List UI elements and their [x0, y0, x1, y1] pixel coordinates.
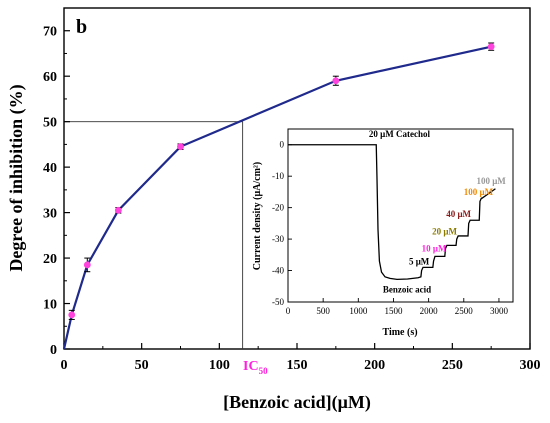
inset-y-tick-label: -30	[272, 234, 284, 244]
inset-series-line	[288, 144, 496, 281]
main-x-tick-label: 200	[364, 358, 385, 373]
inset-y-tick-label: -40	[272, 266, 284, 276]
inset-y-tick-label: 0	[280, 140, 285, 150]
data-point	[487, 43, 495, 51]
inset-annotation: Benzoic acid	[383, 285, 431, 295]
inset-y-tick-label: -10	[272, 171, 284, 181]
main-x-ticks: 0 50 100 150 200 250 300	[61, 343, 541, 373]
inset-y-tick-label: -50	[272, 297, 284, 307]
inset-series	[288, 144, 496, 281]
inset-background	[252, 124, 520, 340]
inset-x-tick-label: 500	[316, 306, 330, 316]
main-y-tick-label: 70	[43, 25, 57, 40]
inset-annotation: 5 μM	[409, 256, 430, 266]
ic50-label: IC50	[243, 359, 268, 376]
main-x-tick-label: 100	[209, 358, 230, 373]
data-point	[83, 261, 91, 269]
main-y-tick-label: 0	[50, 343, 57, 358]
inset-x-tick-label: 0	[286, 306, 291, 316]
ic50-label-main: IC	[243, 359, 259, 374]
inset-y-tick-label: -20	[272, 203, 284, 213]
main-x-tick-label: 300	[520, 358, 541, 373]
main-y-tick-label: 40	[43, 161, 57, 176]
inset-x-tick-label: 1000	[349, 306, 368, 316]
panel-label: b	[76, 16, 87, 38]
main-x-tick-label: 50	[135, 358, 149, 373]
main-y-tick-label: 20	[43, 252, 57, 267]
inset-annotation: 10 μM	[422, 244, 447, 254]
inset-x-tick-label: 1500	[384, 306, 403, 316]
data-point	[177, 143, 184, 151]
main-series	[62, 42, 495, 350]
inset-x-tick-label: 3000	[490, 306, 509, 316]
main-ic50-guides	[64, 121, 244, 349]
inset-annotation: 40 μM	[446, 209, 471, 219]
inset-annotation: 20 μM	[432, 226, 457, 236]
inset-annotation: 20 μM Catechol	[369, 129, 431, 139]
inset-x-ticks: 0 500 1000 1500 2000 2500 3000	[286, 298, 509, 316]
inset-x-tick-label: 2500	[455, 306, 474, 316]
main-x-tick-label: 250	[442, 358, 463, 373]
data-point	[68, 311, 76, 319]
main-y-ticks: 0 10 20 30 40 50 60 70	[43, 25, 70, 358]
inset-chart: 0 500 1000 1500 2000 2500 3000 0 -10 -20 -30 -40 -5…	[252, 124, 520, 340]
inset-plot-frame	[287, 128, 514, 303]
main-y-tick-label: 60	[43, 70, 57, 85]
data-point	[332, 77, 340, 85]
main-y-axis-label: Degree of inhibition (%)	[6, 84, 27, 271]
ic50-label-subscript: 50	[259, 366, 269, 376]
main-x-axis-label: [Benzoic acid](μM)	[223, 392, 371, 413]
inset-annotation: 100 μM	[464, 187, 494, 197]
inset-y-axis-label: Current density (μA/cm²)	[252, 162, 263, 270]
inset-annotation: 100 μM	[476, 176, 506, 186]
main-x-tick-label: 150	[287, 358, 308, 373]
main-x-tick-label: 0	[61, 358, 68, 373]
inset-x-axis-label: Time (s)	[382, 327, 417, 338]
main-y-tick-label: 10	[43, 298, 57, 313]
inset-x-tick-label: 2000	[420, 306, 439, 316]
main-chart: 0 50 100 150 200 250 300 0 10 20 30 40 50 60 70 b [Be…	[6, 7, 541, 413]
main-y-tick-label: 30	[43, 207, 57, 222]
main-y-tick-label: 50	[43, 116, 57, 131]
data-point	[114, 206, 122, 214]
